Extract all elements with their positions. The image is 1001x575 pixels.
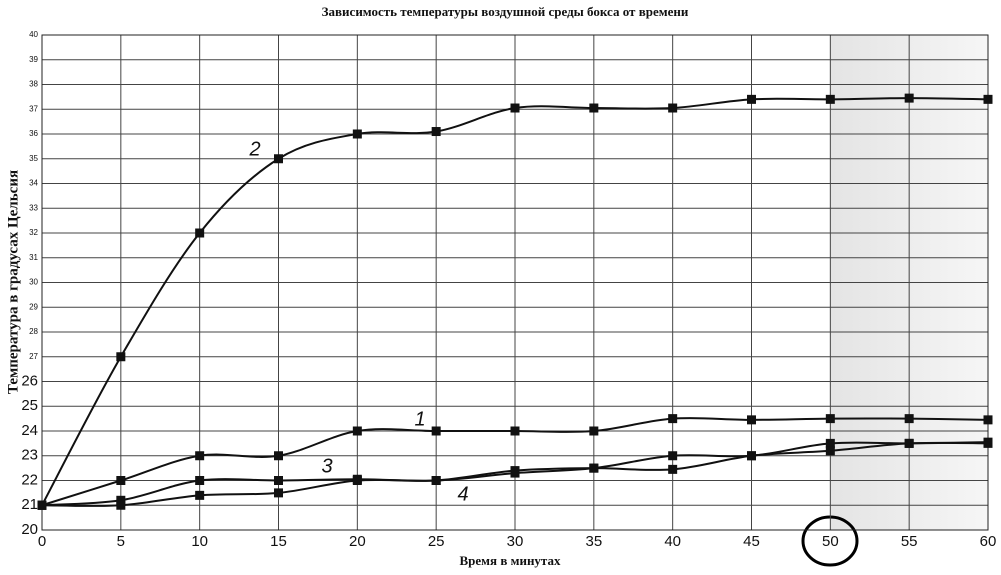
data-point	[116, 476, 126, 485]
y-tick-label: 35	[29, 154, 38, 163]
y-tick-label: 25	[21, 397, 38, 414]
y-tick-label: 32	[29, 228, 38, 237]
x-tick-label: 40	[664, 533, 681, 550]
y-tick-label: 28	[29, 327, 38, 336]
y-tick-label: 37	[29, 104, 38, 113]
data-point	[747, 415, 756, 425]
x-tick-label: 55	[901, 533, 918, 550]
data-point	[195, 490, 205, 500]
x-tick-label: 60	[980, 533, 997, 550]
data-point	[825, 94, 835, 104]
y-tick-label: 30	[29, 278, 38, 287]
x-tick-label: 5	[117, 533, 125, 550]
data-point	[747, 94, 756, 104]
x-tick-label: 35	[585, 533, 602, 550]
y-tick-label: 36	[29, 129, 38, 138]
data-point	[352, 129, 362, 139]
plot-frame	[41, 34, 989, 531]
data-point	[983, 438, 993, 448]
x-tick-label: 50	[822, 533, 839, 550]
data-point	[274, 154, 283, 164]
series-label: 3	[321, 455, 332, 477]
data-point	[668, 103, 678, 113]
series-label: 1	[414, 408, 425, 430]
data-point	[589, 463, 599, 473]
data-point	[116, 352, 126, 362]
data-point	[825, 414, 835, 424]
data-point	[274, 451, 283, 461]
y-tick-label: 33	[29, 203, 38, 212]
data-point	[352, 476, 362, 485]
x-tick-label: 45	[743, 533, 760, 550]
y-tick-label: 24	[21, 422, 38, 439]
data-point	[274, 476, 283, 485]
data-point	[195, 476, 205, 485]
y-tick-label: 40	[29, 30, 38, 39]
data-point	[431, 127, 441, 137]
data-point	[116, 500, 126, 510]
y-tick-label: 29	[29, 302, 38, 311]
data-point	[274, 488, 283, 498]
y-tick-label: 23	[21, 447, 38, 464]
data-point	[904, 414, 914, 424]
data-point	[431, 476, 441, 485]
y-tick-label: 22	[21, 471, 38, 488]
data-point	[510, 426, 520, 436]
data-point	[825, 438, 835, 448]
data-point	[983, 94, 993, 104]
x-tick-label: 30	[507, 533, 524, 550]
data-point	[510, 466, 520, 476]
y-tick-label: 26	[21, 372, 38, 389]
data-point	[668, 451, 678, 461]
series-line	[41, 97, 989, 506]
x-tick-label: 10	[191, 533, 208, 550]
data-point	[825, 446, 835, 456]
data-point	[904, 93, 914, 103]
y-tick-label: 34	[29, 179, 38, 188]
series-label: 2	[248, 138, 260, 160]
series-label: 4	[457, 483, 468, 505]
data-point	[352, 426, 362, 436]
x-tick-label: 25	[428, 533, 445, 550]
y-axis-label: Температура в градусах Цельсия	[5, 170, 21, 394]
data-point	[668, 414, 678, 424]
data-point	[431, 426, 441, 436]
y-tick-label: 39	[29, 55, 38, 64]
y-tick-label: 21	[21, 496, 38, 513]
x-axis-label: Время в минутах	[460, 553, 561, 568]
data-point	[37, 500, 47, 510]
y-tick-label: 20	[21, 521, 38, 538]
y-tick-label: 31	[29, 253, 38, 262]
data-point	[195, 228, 205, 238]
data-point	[589, 426, 599, 436]
data-point	[116, 495, 126, 505]
data-point	[589, 103, 599, 113]
y-tick-label: 38	[29, 80, 38, 89]
chart-title: Зависимость температуры воздушной среды …	[322, 4, 689, 19]
data-point	[195, 451, 205, 461]
data-point	[510, 103, 520, 113]
data-point	[668, 464, 678, 474]
data-point	[983, 415, 993, 425]
x-tick-label: 20	[349, 533, 366, 550]
x-tick-label: 15	[270, 533, 287, 550]
data-point	[747, 451, 756, 461]
x-tick-label: 0	[38, 533, 46, 550]
y-tick-label: 27	[29, 352, 38, 361]
data-point	[904, 438, 914, 448]
